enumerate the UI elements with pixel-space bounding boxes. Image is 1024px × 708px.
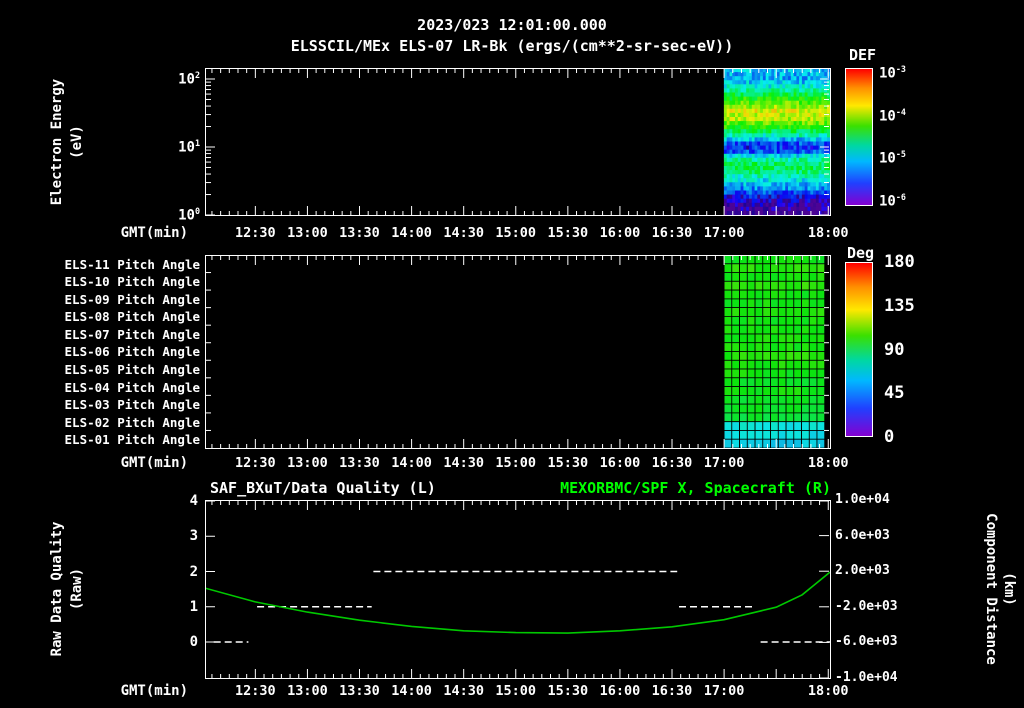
time-tick-label: 14:00: [391, 455, 432, 471]
distance-tick-label: 1.0e+04: [835, 492, 890, 507]
time-tick-label: 14:30: [443, 683, 484, 699]
quality-tick-label: 2: [189, 563, 198, 580]
pitch-row-label: ELS-08 Pitch Angle: [64, 309, 200, 325]
time-tick-label: 13:00: [287, 455, 328, 471]
time-tick-label: 17:00: [703, 455, 745, 471]
quality-distance-plot: [205, 500, 831, 679]
pitch-row-label: ELS-11 Pitch Angle: [64, 256, 200, 272]
deg-colorbar-title: Deg: [847, 244, 875, 262]
right-plot-title: MEXORBMC/SPF X, Spacecraft (R): [560, 479, 831, 497]
time-tick-label: 14:00: [391, 683, 432, 699]
component-distance-units-label: (km): [1001, 572, 1017, 606]
time-tick-label: 12:30: [235, 455, 276, 471]
left-plot-title: SAF_BXuT/Data Quality (L): [210, 479, 436, 497]
time-tick-label: 17:00: [703, 683, 745, 699]
quality-tick-label: 3: [189, 528, 198, 545]
component-distance-axis-label: Component Distance: [983, 513, 999, 665]
time-tick-label: 15:30: [547, 455, 589, 471]
deg-colorbar: [845, 262, 873, 437]
quality-tick-label: 0: [189, 634, 198, 650]
distance-tick-label: 2.0e+03: [835, 563, 890, 579]
electron-energy-units-label: (eV): [69, 125, 85, 159]
time-tick-label: 12:30: [235, 683, 276, 699]
time-tick-label: 14:30: [443, 455, 484, 471]
time-tick-label: 18:00: [807, 225, 849, 241]
time-tick-label: 16:30: [651, 225, 693, 241]
time-tick-label: 13:30: [339, 455, 380, 471]
def-colorbar-tick-label: 10-4: [879, 107, 906, 125]
def-colorbar-title: DEF: [849, 46, 877, 64]
gmt-axis-label: GMT(min): [120, 683, 188, 699]
distance-tick-label: -2.0e+03: [835, 598, 898, 614]
quality-tick-label: 4: [189, 493, 198, 509]
def-colorbar-tick-label: 10-6: [879, 192, 906, 210]
time-tick-label: 16:30: [651, 683, 693, 699]
time-tick-label: 15:00: [495, 455, 537, 471]
time-tick-label: 13:00: [287, 225, 328, 241]
pitch-row-label: ELS-05 Pitch Angle: [64, 362, 200, 378]
time-tick-label: 13:30: [339, 683, 380, 699]
deg-colorbar-tick-label: 180: [884, 252, 915, 272]
pitch-row-label: ELS-03 Pitch Angle: [64, 397, 200, 413]
pitch-angle-plot: [205, 255, 831, 449]
timestamp-title: 2023/023 12:01:00.000: [417, 16, 607, 34]
def-colorbar-tick-label: 10-5: [879, 149, 906, 167]
time-tick-label: 16:00: [599, 683, 641, 699]
distance-tick-label: -1.0e+04: [835, 670, 898, 685]
electron-spectrogram-plot: [205, 68, 831, 216]
deg-colorbar-tick-label: 45: [884, 383, 905, 404]
time-tick-label: 15:00: [495, 683, 537, 699]
pitch-row-label: ELS-01 Pitch Angle: [64, 432, 200, 448]
pitch-row-label: ELS-04 Pitch Angle: [64, 379, 200, 395]
raw-data-quality-units-label: (Raw): [69, 567, 85, 611]
distance-tick-label: -6.0e+03: [835, 634, 898, 650]
time-tick-label: 16:00: [599, 225, 641, 241]
pitch-row-label: ELS-07 Pitch Angle: [64, 326, 200, 342]
deg-colorbar-tick-label: 0: [884, 427, 895, 447]
gmt-axis-label: GMT(min): [120, 225, 188, 241]
pitch-row-label: ELS-09 Pitch Angle: [64, 291, 200, 307]
deg-colorbar-tick-label: 90: [884, 339, 905, 360]
time-tick-label: 15:30: [547, 683, 589, 699]
time-tick-label: 12:30: [235, 225, 276, 241]
quality-tick-label: 1: [189, 598, 198, 615]
energy-tick-label: 101: [178, 138, 200, 156]
time-tick-label: 16:00: [599, 455, 641, 471]
time-tick-label: 14:30: [443, 225, 484, 241]
deg-colorbar-tick-label: 135: [884, 295, 915, 316]
distance-tick-label: 6.0e+03: [835, 527, 890, 543]
time-tick-label: 15:30: [547, 225, 589, 241]
time-tick-label: 17:00: [703, 225, 745, 241]
pitch-row-label: ELS-10 Pitch Angle: [64, 274, 200, 290]
time-tick-label: 18:00: [807, 455, 849, 471]
time-tick-label: 16:30: [651, 455, 693, 471]
time-tick-label: 14:00: [391, 225, 432, 241]
def-colorbar-tick-label: 10-3: [879, 64, 906, 82]
plot-title: ELSSCIL/MEx ELS-07 LR-Bk (ergs/(cm**2-sr…: [290, 37, 734, 55]
time-tick-label: 13:30: [339, 225, 380, 241]
gmt-axis-label: GMT(min): [120, 455, 188, 471]
energy-tick-label: 102: [178, 70, 200, 88]
electron-energy-axis-label: Electron Energy: [49, 78, 65, 206]
energy-tick-label: 100: [178, 206, 200, 224]
time-tick-label: 15:00: [495, 225, 537, 241]
pitch-row-label: ELS-02 Pitch Angle: [64, 414, 200, 430]
time-tick-label: 13:00: [287, 683, 328, 699]
pitch-row-label: ELS-06 Pitch Angle: [64, 344, 200, 360]
time-tick-label: 18:00: [807, 683, 849, 699]
raw-data-quality-axis-label: Raw Data Quality: [49, 521, 65, 657]
def-colorbar: [845, 68, 873, 206]
